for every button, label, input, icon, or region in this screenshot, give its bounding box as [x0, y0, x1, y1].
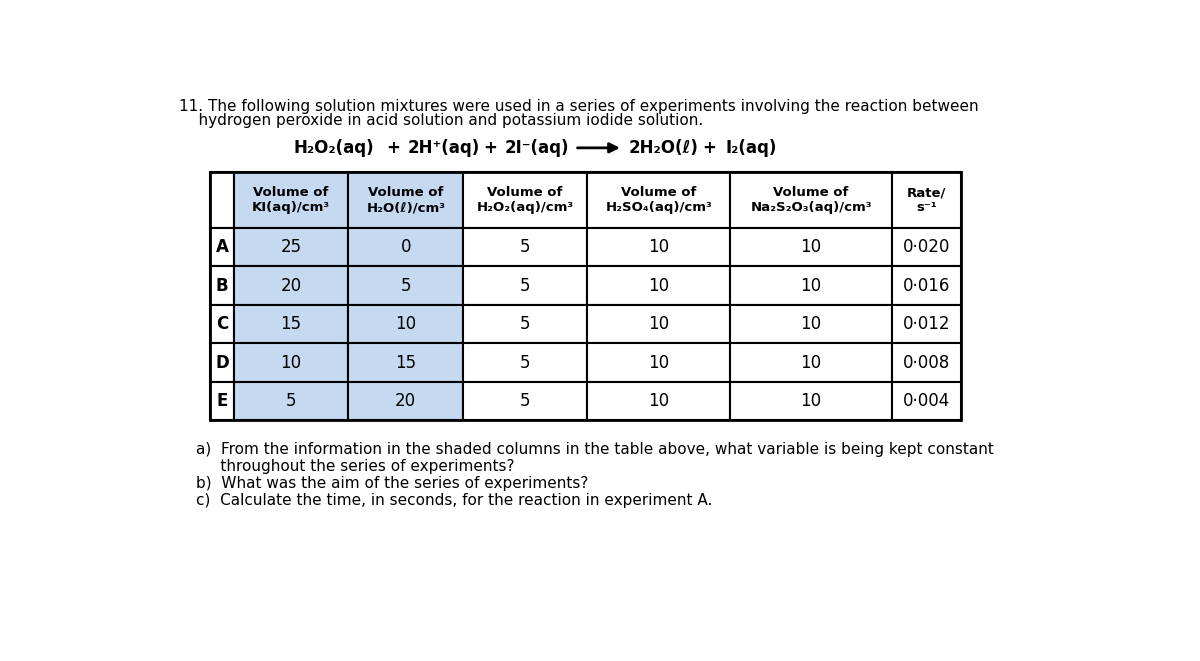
- Bar: [731, 305, 892, 344]
- Bar: [731, 228, 892, 266]
- Text: D: D: [215, 354, 229, 371]
- Text: 2H⁺(aq): 2H⁺(aq): [408, 139, 480, 157]
- Bar: [731, 344, 892, 382]
- Text: 10: 10: [395, 315, 416, 333]
- Bar: [210, 344, 234, 382]
- Text: A: A: [216, 238, 228, 256]
- Text: a)  From the information in the shaded columns in the table above, what variable: a) From the information in the shaded co…: [197, 442, 995, 457]
- Text: 10: 10: [648, 277, 670, 295]
- Bar: [210, 228, 234, 266]
- Text: Volume of
KI(aq)/cm³: Volume of KI(aq)/cm³: [252, 186, 330, 214]
- Bar: [731, 173, 892, 228]
- Bar: [463, 228, 587, 266]
- Bar: [587, 173, 731, 228]
- Bar: [463, 344, 587, 382]
- Text: 11. The following solution mixtures were used in a series of experiments involvi: 11. The following solution mixtures were…: [180, 99, 979, 114]
- Text: E: E: [216, 392, 228, 410]
- Text: b)  What was the aim of the series of experiments?: b) What was the aim of the series of exp…: [197, 476, 589, 491]
- Bar: [210, 173, 234, 228]
- Text: 5: 5: [520, 354, 530, 371]
- Bar: [348, 266, 463, 305]
- Bar: [234, 173, 348, 228]
- Bar: [234, 305, 348, 344]
- Text: Volume of
H₂O₂(aq)/cm³: Volume of H₂O₂(aq)/cm³: [476, 186, 574, 214]
- Text: 15: 15: [281, 315, 301, 333]
- Bar: [234, 344, 348, 382]
- Text: 0·008: 0·008: [902, 354, 950, 371]
- Bar: [348, 305, 463, 344]
- Text: 10: 10: [648, 354, 670, 371]
- Text: +: +: [702, 139, 716, 157]
- Text: 0·016: 0·016: [902, 277, 950, 295]
- Bar: [234, 266, 348, 305]
- Text: 5: 5: [520, 238, 530, 256]
- Bar: [587, 266, 731, 305]
- Text: 10: 10: [800, 238, 822, 256]
- Text: I₂(aq): I₂(aq): [725, 139, 776, 157]
- Bar: [348, 173, 463, 228]
- Text: C: C: [216, 315, 228, 333]
- Text: 10: 10: [800, 315, 822, 333]
- Text: 5: 5: [520, 392, 530, 410]
- Text: 10: 10: [800, 392, 822, 410]
- Text: 25: 25: [281, 238, 301, 256]
- Bar: [210, 382, 234, 420]
- Bar: [731, 382, 892, 420]
- Bar: [892, 173, 961, 228]
- Text: 5: 5: [520, 315, 530, 333]
- Text: throughout the series of experiments?: throughout the series of experiments?: [197, 459, 515, 474]
- Bar: [587, 382, 731, 420]
- Text: H₂O₂(aq): H₂O₂(aq): [293, 139, 374, 157]
- Text: 0: 0: [401, 238, 410, 256]
- Bar: [892, 228, 961, 266]
- Bar: [587, 228, 731, 266]
- Bar: [587, 305, 731, 344]
- Text: 10: 10: [648, 238, 670, 256]
- Text: 10: 10: [281, 354, 301, 371]
- Text: 10: 10: [800, 354, 822, 371]
- Text: +: +: [386, 139, 401, 157]
- Text: c)  Calculate the time, in seconds, for the reaction in experiment A.: c) Calculate the time, in seconds, for t…: [197, 493, 713, 508]
- Text: Volume of
Na₂S₂O₃(aq)/cm³: Volume of Na₂S₂O₃(aq)/cm³: [750, 186, 872, 214]
- Bar: [348, 344, 463, 382]
- Bar: [892, 305, 961, 344]
- Bar: [234, 228, 348, 266]
- Bar: [892, 382, 961, 420]
- Bar: [463, 266, 587, 305]
- Text: 0·004: 0·004: [902, 392, 950, 410]
- Bar: [348, 228, 463, 266]
- Bar: [210, 266, 234, 305]
- Text: Rate/
s⁻¹: Rate/ s⁻¹: [907, 186, 947, 214]
- Text: +: +: [484, 139, 497, 157]
- Bar: [892, 344, 961, 382]
- Text: Volume of
H₂SO₄(aq)/cm³: Volume of H₂SO₄(aq)/cm³: [606, 186, 712, 214]
- Bar: [463, 382, 587, 420]
- Bar: [892, 266, 961, 305]
- Text: 5: 5: [520, 277, 530, 295]
- Text: 20: 20: [281, 277, 301, 295]
- Text: 0·012: 0·012: [902, 315, 950, 333]
- Text: 20: 20: [395, 392, 416, 410]
- Text: 2I⁻(aq): 2I⁻(aq): [505, 139, 570, 157]
- Text: 5: 5: [401, 277, 410, 295]
- Bar: [210, 173, 961, 420]
- Text: 10: 10: [648, 392, 670, 410]
- Text: 10: 10: [800, 277, 822, 295]
- Text: B: B: [216, 277, 228, 295]
- Bar: [234, 382, 348, 420]
- Text: Volume of
H₂O(ℓ)/cm³: Volume of H₂O(ℓ)/cm³: [366, 186, 445, 214]
- Text: 5: 5: [286, 392, 296, 410]
- Bar: [587, 344, 731, 382]
- Text: 2H₂O(ℓ): 2H₂O(ℓ): [628, 139, 698, 157]
- Bar: [348, 382, 463, 420]
- Text: 15: 15: [395, 354, 416, 371]
- Bar: [463, 305, 587, 344]
- Bar: [463, 173, 587, 228]
- Bar: [210, 305, 234, 344]
- Bar: [731, 266, 892, 305]
- Text: hydrogen peroxide in acid solution and potassium iodide solution.: hydrogen peroxide in acid solution and p…: [180, 113, 703, 128]
- Text: 0·020: 0·020: [902, 238, 950, 256]
- Text: 10: 10: [648, 315, 670, 333]
